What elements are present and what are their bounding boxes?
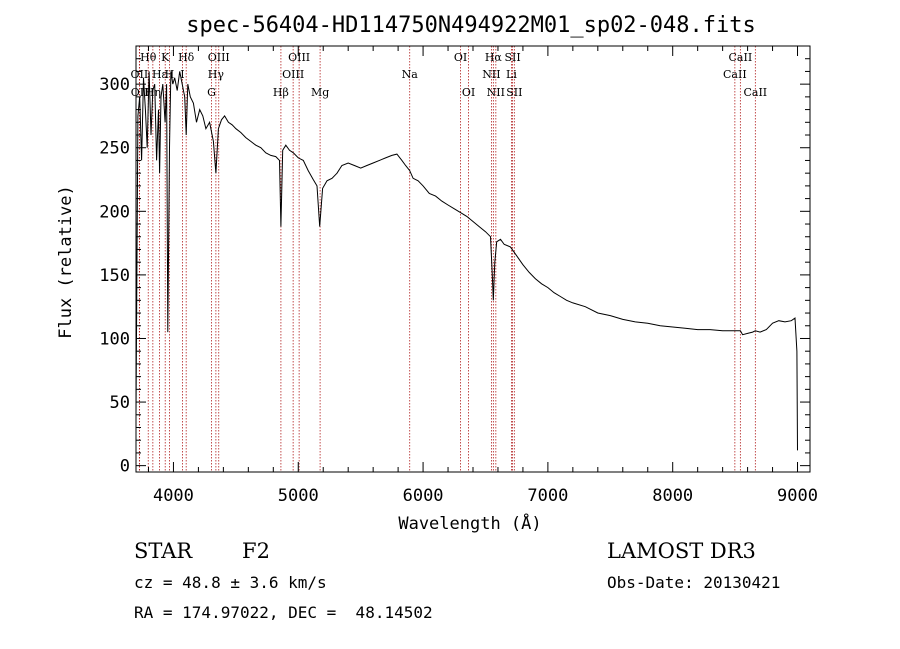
x-axis-ticks: 4000 5000 6000 7000 8000 9000 (147, 46, 818, 506)
spectral-line-label: I (180, 68, 184, 81)
spectral-line-label: OIII (288, 51, 310, 64)
spectral-line-label: OI (462, 86, 475, 99)
spectral-line-label: Hβ (273, 86, 289, 99)
spectral-line-markers (138, 46, 756, 472)
spectral-line-label: G (207, 86, 216, 99)
object-subclass: F2 (242, 539, 270, 563)
plot-border (135, 45, 811, 473)
spectral-line-label: OI (454, 51, 467, 64)
survey-name: LAMOST DR3 (607, 539, 756, 563)
spectral-line-label: CaII (743, 86, 767, 99)
x-tick-label: 6000 (403, 486, 444, 506)
spectral-line-label: OIII (282, 68, 304, 81)
y-tick-label: 0 (120, 457, 130, 477)
plot-frame (135, 45, 811, 473)
spectral-line-label: Hγ (208, 68, 225, 81)
spectral-line-label: Mg (311, 86, 329, 99)
y-tick-label: 300 (99, 75, 130, 95)
x-tick-label: 7000 (527, 486, 568, 506)
spectral-line-label: SII (504, 51, 520, 64)
spectral-line-label: K (161, 51, 170, 64)
y-tick-label: 250 (99, 139, 130, 159)
spectral-line-label: SII (506, 86, 522, 99)
y-axis-label: Flux (relative) (56, 185, 76, 339)
y-axis-ticks: 0 50 100 150 200 250 300 (99, 45, 810, 477)
x-tick-label: 5000 (278, 486, 319, 506)
x-axis-label: Wavelength (Å) (398, 512, 541, 534)
x-tick-label: 9000 (777, 486, 818, 506)
spectral-line-label: Na (402, 68, 419, 81)
chart-title: spec-56404-HD114750N494922M01_sp02-048.f… (186, 13, 756, 38)
spectral-line-label: H (165, 68, 175, 81)
object-class: STAR (134, 539, 193, 563)
x-tick-label: 4000 (153, 486, 194, 506)
y-tick-label: 150 (99, 266, 130, 286)
spectral-line-label: Hθ (140, 51, 157, 64)
coordinates: RA = 174.97022, DEC = 48.14502 (134, 603, 433, 622)
y-tick-label: 50 (110, 393, 130, 413)
spectral-line-label: CaII (723, 68, 747, 81)
spectral-line-label: Hδ (178, 51, 195, 64)
spectrum-line (135, 71, 798, 451)
redshift-velocity: cz = 48.8 ± 3.6 km/s (134, 573, 327, 592)
spectral-line-label: Hα (485, 51, 503, 64)
spectral-line-label: CaII (729, 51, 753, 64)
observation-date: Obs-Date: 20130421 (607, 573, 781, 592)
spectral-line-label: NII (487, 86, 505, 99)
x-tick-label: 8000 (652, 486, 693, 506)
spectral-line-label: OIII (208, 51, 230, 64)
spectral-line-label: OII (131, 68, 149, 81)
spectral-line-label: Hε (152, 68, 168, 81)
y-tick-label: 100 (99, 329, 130, 349)
spectral-line-label: NII (482, 68, 500, 81)
spectral-line-label: Li (506, 68, 517, 81)
y-tick-label: 200 (99, 202, 130, 222)
